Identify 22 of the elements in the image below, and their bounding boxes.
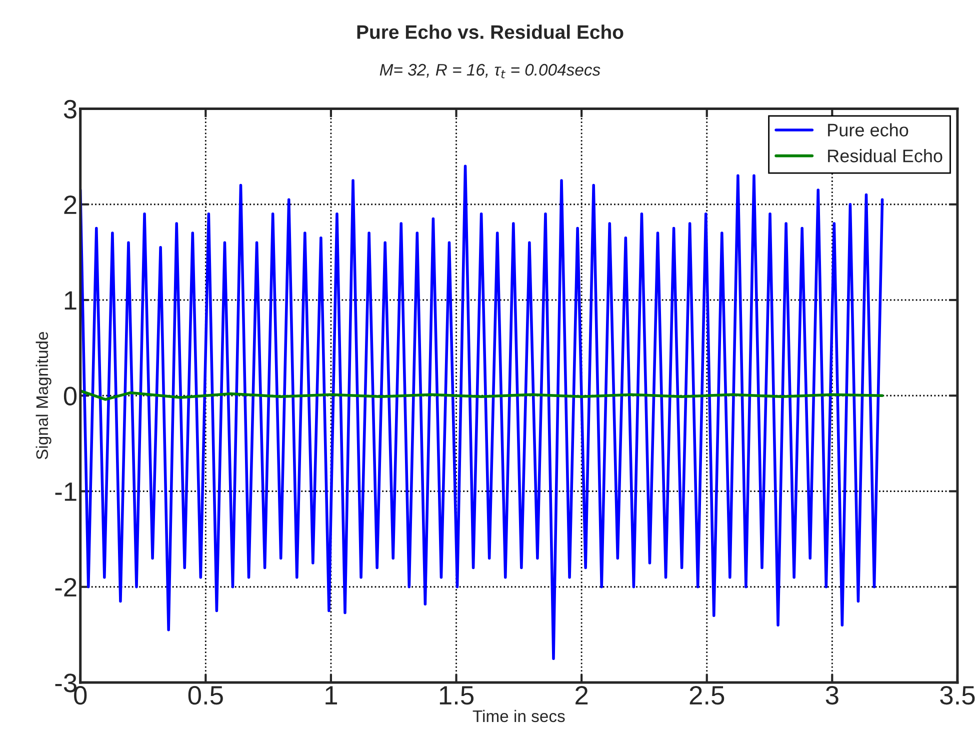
chart-title: Pure Echo vs. Residual Echo: [357, 24, 624, 39]
y-tick-label: 2: [64, 196, 76, 214]
y-tick-label: 0: [64, 386, 77, 406]
line-series: [80, 389, 884, 401]
line-series: [80, 164, 884, 660]
y-axis-title: Signal Magnitude: [36, 332, 52, 460]
y-tick-label: -3: [55, 674, 76, 692]
legend-label: Residual Echo: [828, 149, 942, 162]
y-tick-label: -2: [55, 578, 76, 596]
x-tick-label: 1: [326, 686, 338, 704]
x-tick-label: 3.5: [940, 686, 975, 705]
x-tick-label: 2.5: [690, 686, 724, 705]
x-tick-label: 2: [576, 686, 588, 704]
x-tick-label: 3: [826, 686, 838, 705]
x-axis-title: Time in secs: [472, 710, 565, 722]
y-tick-label: 1: [64, 291, 76, 310]
x-tick-label: 0.5: [188, 686, 223, 705]
y-tick-label: -1: [55, 482, 76, 501]
legend-label: Pure echo: [828, 123, 908, 136]
y-tick-label: 3: [64, 100, 76, 119]
chart-subtitle: M= 32, R = 16, τ$_{t}$ = 0.004secs: [380, 64, 600, 78]
x-tick-label: 1.5: [440, 686, 474, 705]
